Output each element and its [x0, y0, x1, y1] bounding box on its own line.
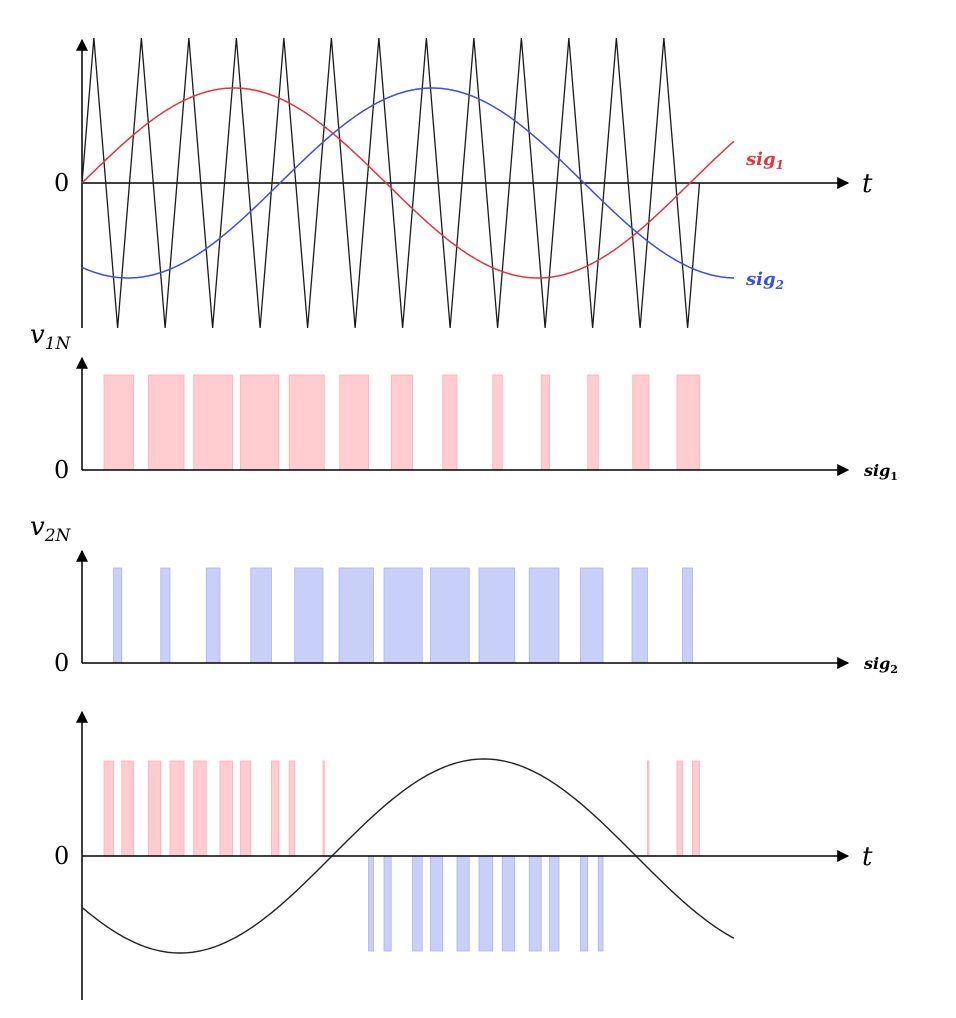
- sig1-legend-label: sig1: [745, 149, 784, 172]
- line-voltage-pulse: [368, 855, 374, 952]
- v2n-pulse: [250, 567, 272, 664]
- triangular-carrier: [81, 37, 704, 329]
- panel2-y-label-main: v: [30, 320, 45, 350]
- v2n-pulse: [383, 567, 423, 664]
- line-voltage-pulse: [430, 855, 444, 952]
- panel-v1n: v1N 0 sig1: [30, 320, 898, 484]
- sig2-legend-main: sig: [745, 269, 776, 290]
- v1n-pulse: [676, 374, 700, 471]
- v2n-pulse: [631, 567, 648, 664]
- line-voltage-pulse: [676, 760, 683, 857]
- fundamental-curve: [81, 758, 735, 954]
- panel3-x-label: sig2: [863, 654, 898, 676]
- v2n-pulse: [113, 567, 123, 664]
- v1n-pulse: [540, 374, 550, 471]
- line-voltage-pulse: [692, 760, 700, 857]
- v2n-pulse: [430, 567, 470, 664]
- v2n-pulse-train: [113, 567, 693, 664]
- v1n-pulse: [148, 374, 185, 471]
- line-voltage-pulse: [193, 760, 207, 857]
- panel1-zero-label: 0: [54, 169, 69, 197]
- panel4-t-label: t: [862, 842, 873, 872]
- line-voltage-pulse: [528, 855, 542, 952]
- panel2-zero-label: 0: [54, 456, 69, 484]
- line-voltage-pulse: [580, 855, 589, 952]
- v1n-pulse: [492, 374, 503, 471]
- v1n-pulse: [339, 374, 369, 471]
- line-voltage-pulse: [219, 760, 233, 857]
- panel2-y-label-sub: 1N: [45, 334, 72, 354]
- sig1-legend-sub: 1: [776, 158, 784, 172]
- line-voltage-pulse: [103, 760, 114, 857]
- panel3-x-label-main: sig: [863, 654, 890, 673]
- sig2-legend-sub: 2: [775, 278, 784, 292]
- v2n-pulse: [205, 567, 221, 664]
- panel3-y-label-sub: 2N: [44, 526, 72, 546]
- v2n-pulse: [478, 567, 516, 664]
- line-voltage-pulse: [412, 855, 423, 952]
- panel3-y-label-main: v: [30, 512, 45, 542]
- line-voltage-pulse: [322, 760, 325, 857]
- panel-carrier-comparison: 0 t sig1 sig2: [54, 37, 873, 329]
- v1n-pulse: [632, 374, 650, 471]
- v2n-pulse: [528, 567, 560, 664]
- sig1-legend-main: sig: [745, 149, 776, 170]
- panel3-zero-label: 0: [54, 649, 69, 677]
- panel2-x-label-sub: 1: [890, 470, 898, 483]
- sig2-curve: [81, 87, 735, 279]
- line-voltage-pulse: [478, 855, 494, 952]
- v2n-pulse: [682, 567, 693, 664]
- v1n-pulse: [442, 374, 458, 471]
- line-voltage-pulse: [501, 855, 516, 952]
- line-voltage-pulse: [288, 760, 296, 857]
- line-voltage-pulse: [456, 855, 470, 952]
- line-voltage-pulse: [169, 760, 185, 857]
- panel2-y-label: v1N: [30, 320, 72, 354]
- line-voltage-pulse: [597, 855, 604, 952]
- v1n-pulse: [193, 374, 233, 471]
- v1n-pulse-train: [103, 374, 700, 471]
- panel3-y-label: v2N: [30, 512, 72, 546]
- v2n-pulse: [580, 567, 604, 664]
- panel-v2n: v2N 0 sig2: [30, 512, 898, 677]
- panel2-x-label: sig1: [863, 461, 898, 483]
- line-voltage-pulse: [549, 855, 560, 952]
- panel3-x-label-sub: 2: [890, 663, 898, 676]
- v1n-pulse: [587, 374, 599, 471]
- v2n-pulse: [338, 567, 374, 664]
- v2n-pulse: [294, 567, 324, 664]
- v2n-pulse: [160, 567, 171, 664]
- line-voltage-pulse: [121, 760, 134, 857]
- line-voltage-pulse: [148, 760, 162, 857]
- sig2-legend-label: sig2: [745, 269, 784, 292]
- line-voltage-pulse: [383, 855, 392, 952]
- v1n-pulse: [288, 374, 325, 471]
- v1n-pulse: [103, 374, 134, 471]
- line-voltage-pulse: [647, 760, 650, 857]
- sig1-curve: [81, 87, 735, 279]
- v1n-pulse: [390, 374, 413, 471]
- v1n-pulse: [240, 374, 280, 471]
- line-voltage-pulse: [271, 760, 280, 857]
- panel-line-voltage: 0 t: [54, 710, 873, 1000]
- line-voltage-pulses: [103, 760, 700, 952]
- panel1-t-label: t: [862, 169, 873, 199]
- panel2-x-label-main: sig: [863, 461, 890, 480]
- line-voltage-pulse: [240, 760, 252, 857]
- panel4-zero-label: 0: [54, 842, 69, 870]
